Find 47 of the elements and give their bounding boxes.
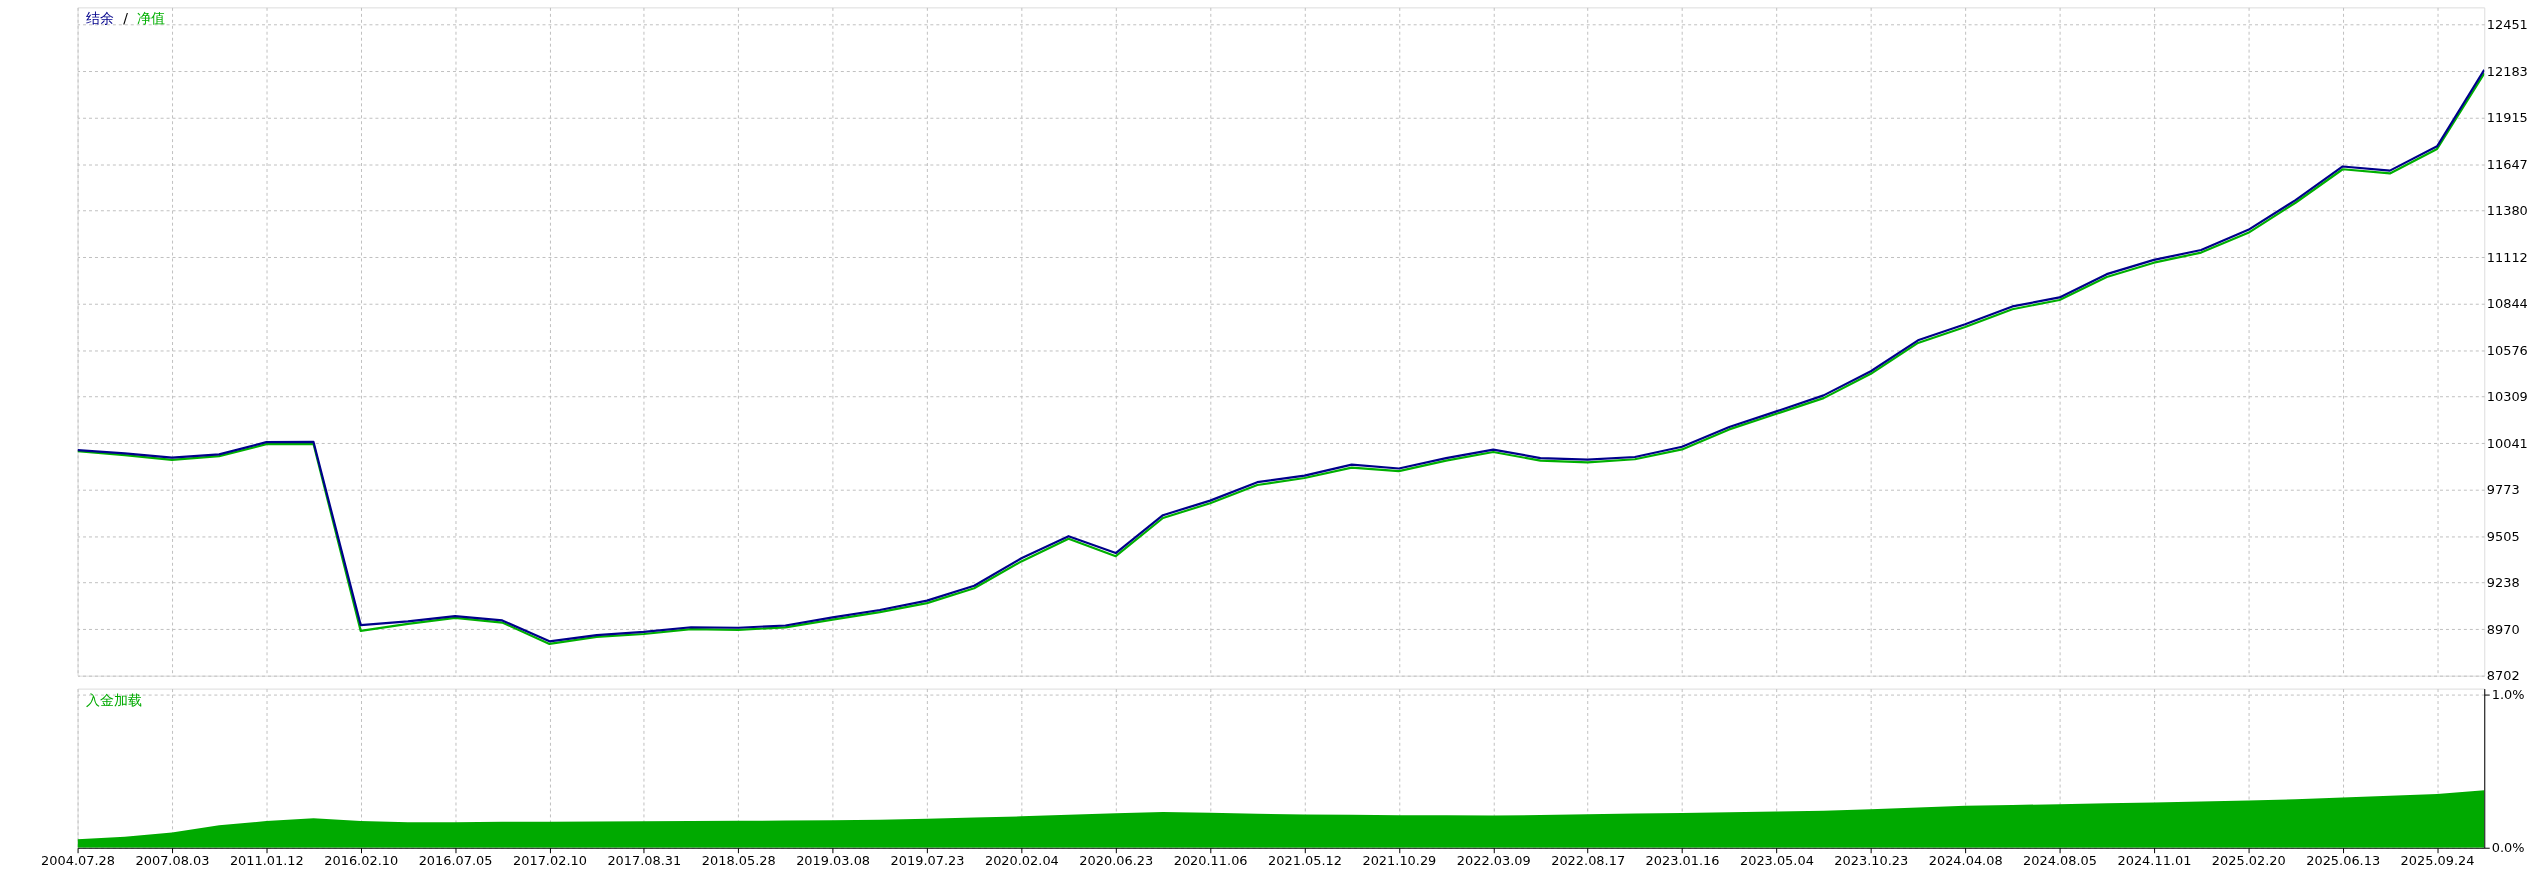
y-tick-label: 9773	[2486, 482, 2520, 498]
y-tick-label: 11915	[2486, 110, 2528, 126]
x-tick-label: 2021.10.29	[1362, 853, 1437, 869]
x-tick-label: 2004.07.28	[41, 853, 116, 869]
x-tick-label: 2025.02.20	[2211, 853, 2286, 869]
x-tick-label: 2024.08.05	[2023, 853, 2097, 869]
y-tick-label: 8970	[2486, 621, 2520, 637]
x-tick-label: 2016.07.05	[418, 853, 493, 869]
annotation: /	[123, 10, 129, 27]
x-tick-label: 2007.08.03	[135, 853, 210, 869]
x-tick-label: 2023.10.23	[1834, 853, 1909, 869]
x-tick-label: 2020.06.23	[1079, 853, 1154, 869]
x-tick-label: 2016.02.10	[324, 853, 399, 869]
x-tick-label: 2023.05.04	[1739, 853, 1814, 869]
y-tick-label: 10041	[2486, 435, 2528, 451]
y-tick-label: 12183	[2486, 63, 2528, 79]
y-tick-label: 11380	[2486, 203, 2528, 219]
x-tick-label: 2024.04.08	[1928, 853, 2003, 869]
y-tick-label: 9238	[2486, 575, 2520, 591]
y-tick-label: 11647	[2486, 156, 2528, 172]
y-tick-label: 10844	[2486, 296, 2528, 312]
x-tick-label: 2018.05.28	[701, 853, 776, 869]
x-tick-label: 2025.06.13	[2306, 853, 2381, 869]
x-tick-label: 2011.01.12	[229, 853, 304, 869]
x-tick-label: 2017.02.10	[513, 853, 587, 869]
x-tick-label: 2022.08.17	[1551, 853, 1626, 869]
text: 入金加载	[85, 691, 142, 708]
text: 净值	[137, 10, 166, 27]
x-tick-label: 2019.03.08	[796, 853, 871, 869]
x-tick-label: 2019.07.23	[890, 853, 965, 869]
y-tick-label: 11112	[2486, 249, 2528, 265]
x-tick-label: 2020.02.04	[984, 853, 1059, 869]
y-tick-label: 9505	[2486, 528, 2520, 544]
y-tick-label: 1.0%	[2491, 687, 2525, 703]
x-tick-label: 2023.01.16	[1645, 853, 1720, 869]
text: 结余	[85, 10, 114, 27]
x-tick-label: 2025.09.24	[2400, 853, 2475, 869]
y-tick-label: 8702	[2486, 668, 2520, 684]
y-tick-label: 0.0%	[2491, 840, 2525, 856]
x-tick-label: 2017.08.31	[607, 853, 682, 869]
x-tick-label: 2020.11.06	[1173, 853, 1248, 869]
y-tick-label: 10576	[2486, 342, 2528, 358]
x-tick-label: 2024.11.01	[2117, 853, 2192, 869]
x-tick-label: 2022.03.09	[1456, 853, 1531, 869]
y-tick-label: 12451	[2486, 17, 2528, 33]
y-tick-label: 10309	[2486, 389, 2528, 405]
x-tick-label: 2021.05.12	[1268, 853, 1342, 869]
